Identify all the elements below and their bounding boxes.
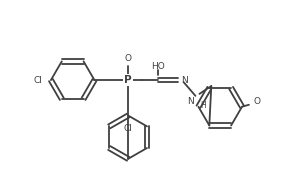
Text: H: H: [201, 101, 206, 110]
Text: P: P: [124, 75, 132, 85]
Text: N: N: [187, 97, 193, 106]
Text: O: O: [254, 97, 261, 106]
Text: Cl: Cl: [33, 76, 42, 85]
Text: Cl: Cl: [124, 124, 133, 133]
Text: O: O: [125, 54, 132, 63]
Text: N: N: [182, 76, 188, 85]
Text: HO: HO: [151, 62, 165, 71]
